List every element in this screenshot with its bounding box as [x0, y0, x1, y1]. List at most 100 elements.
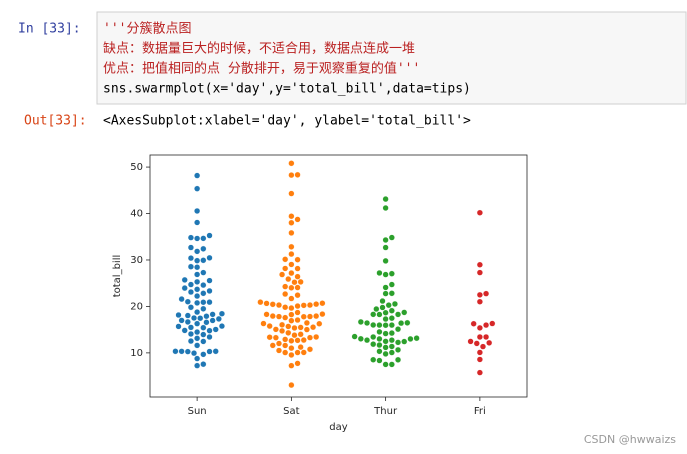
swarm-point: [294, 171, 301, 178]
swarm-point: [376, 269, 383, 277]
swarm-point: [306, 334, 314, 341]
swarm-point: [200, 305, 207, 312]
swarm-point: [194, 320, 201, 327]
swarm-point: [175, 311, 182, 319]
swarm-point: [187, 337, 195, 345]
swarm-point: [388, 329, 395, 337]
swarm-point: [288, 160, 295, 167]
swarm-point: [382, 361, 389, 368]
swarm-point: [288, 345, 295, 352]
swarm-point: [266, 322, 273, 330]
swarm-point: [300, 349, 307, 356]
swarm-point: [194, 286, 201, 293]
swarm-point: [382, 284, 389, 291]
swarm-point: [209, 311, 216, 318]
swarm-point: [275, 301, 283, 309]
swarm-point: [200, 338, 207, 345]
code-cell[interactable]: [96, 11, 687, 105]
swarm-point: [370, 341, 377, 348]
swarm-point: [266, 334, 273, 341]
swarm-point: [278, 321, 286, 328]
swarm-point: [272, 326, 279, 333]
swarm-point: [206, 232, 213, 239]
swarm-point: [473, 340, 480, 347]
swarm-point: [194, 264, 201, 271]
swarm-point: [282, 283, 289, 290]
swarm-point: [382, 257, 389, 265]
swarm-point: [388, 343, 395, 350]
swarm-point: [388, 270, 395, 277]
swarm-point: [187, 234, 195, 241]
swarm-point: [401, 338, 408, 345]
swarm-point: [482, 333, 490, 341]
swarm-point: [190, 350, 198, 357]
swarm-point: [482, 290, 490, 297]
swarm-point: [278, 327, 286, 335]
swarm-point: [257, 299, 264, 306]
swarm-point: [382, 309, 389, 316]
swarm-point: [288, 351, 295, 359]
y-tick-label: 10: [130, 348, 143, 359]
swarm-point: [178, 295, 185, 303]
swarm-point: [370, 333, 377, 341]
swarm-point: [476, 291, 483, 298]
swarm-point: [288, 172, 295, 179]
swarm-point: [319, 300, 326, 307]
swarm-point: [476, 261, 483, 268]
swarm-point: [200, 257, 207, 264]
swarm-point: [190, 314, 198, 322]
swarm-point: [200, 361, 207, 368]
swarm-point: [282, 349, 289, 356]
swarm-point: [200, 351, 207, 358]
swarm-point: [269, 342, 276, 349]
swarm-point: [288, 190, 295, 197]
swarm-point: [294, 292, 301, 299]
swarm-point: [194, 271, 201, 278]
swarm-point: [206, 327, 213, 334]
x-tick-label: Fri: [474, 406, 486, 417]
swarm-point: [288, 250, 295, 258]
y-tick-label: 30: [130, 255, 143, 266]
swarm-point: [363, 337, 371, 344]
swarm-point: [376, 348, 383, 355]
swarm-point: [476, 269, 483, 276]
swarm-point: [275, 313, 283, 320]
swarm-point: [357, 318, 364, 326]
swarm-point: [218, 323, 226, 330]
swarm-point: [184, 348, 191, 355]
x-tick-label: Sun: [188, 406, 207, 417]
swarm-point: [187, 304, 195, 311]
swarm-point: [379, 304, 386, 311]
swarm-point: [206, 254, 213, 261]
swarm-point: [476, 349, 483, 356]
swarm-point: [382, 271, 389, 278]
swarm-point: [260, 320, 267, 327]
swarm-point: [194, 185, 201, 192]
swarm-point: [200, 324, 207, 331]
swarm-point: [476, 324, 483, 331]
swarm-point: [181, 327, 188, 334]
swarm-point: [489, 320, 496, 327]
swarm-point: [394, 326, 402, 333]
swarm-point: [187, 330, 195, 338]
swarm-point: [200, 331, 207, 338]
swarm-point: [172, 348, 179, 355]
swarm-point: [294, 309, 301, 316]
swarm-point: [376, 328, 383, 335]
swarm-point: [288, 219, 295, 226]
swarm-point: [376, 311, 383, 318]
swarm-point: [388, 349, 395, 356]
swarm-point: [319, 310, 326, 318]
swarm-point: [297, 331, 304, 338]
swarm-point: [385, 302, 392, 309]
swarm-point: [363, 319, 371, 327]
swarm-point: [313, 312, 320, 320]
swarm-point: [291, 324, 298, 332]
swarm-point: [197, 315, 204, 322]
output-prompt: Out[33]:: [24, 114, 87, 129]
swarm-point: [288, 381, 295, 389]
watermark: CSDN @hwwaizs: [584, 433, 676, 446]
code-line: 缺点：数据量巨大的时候，不适合用，数据点连成一堆: [103, 41, 415, 57]
swarm-point: [282, 265, 289, 272]
